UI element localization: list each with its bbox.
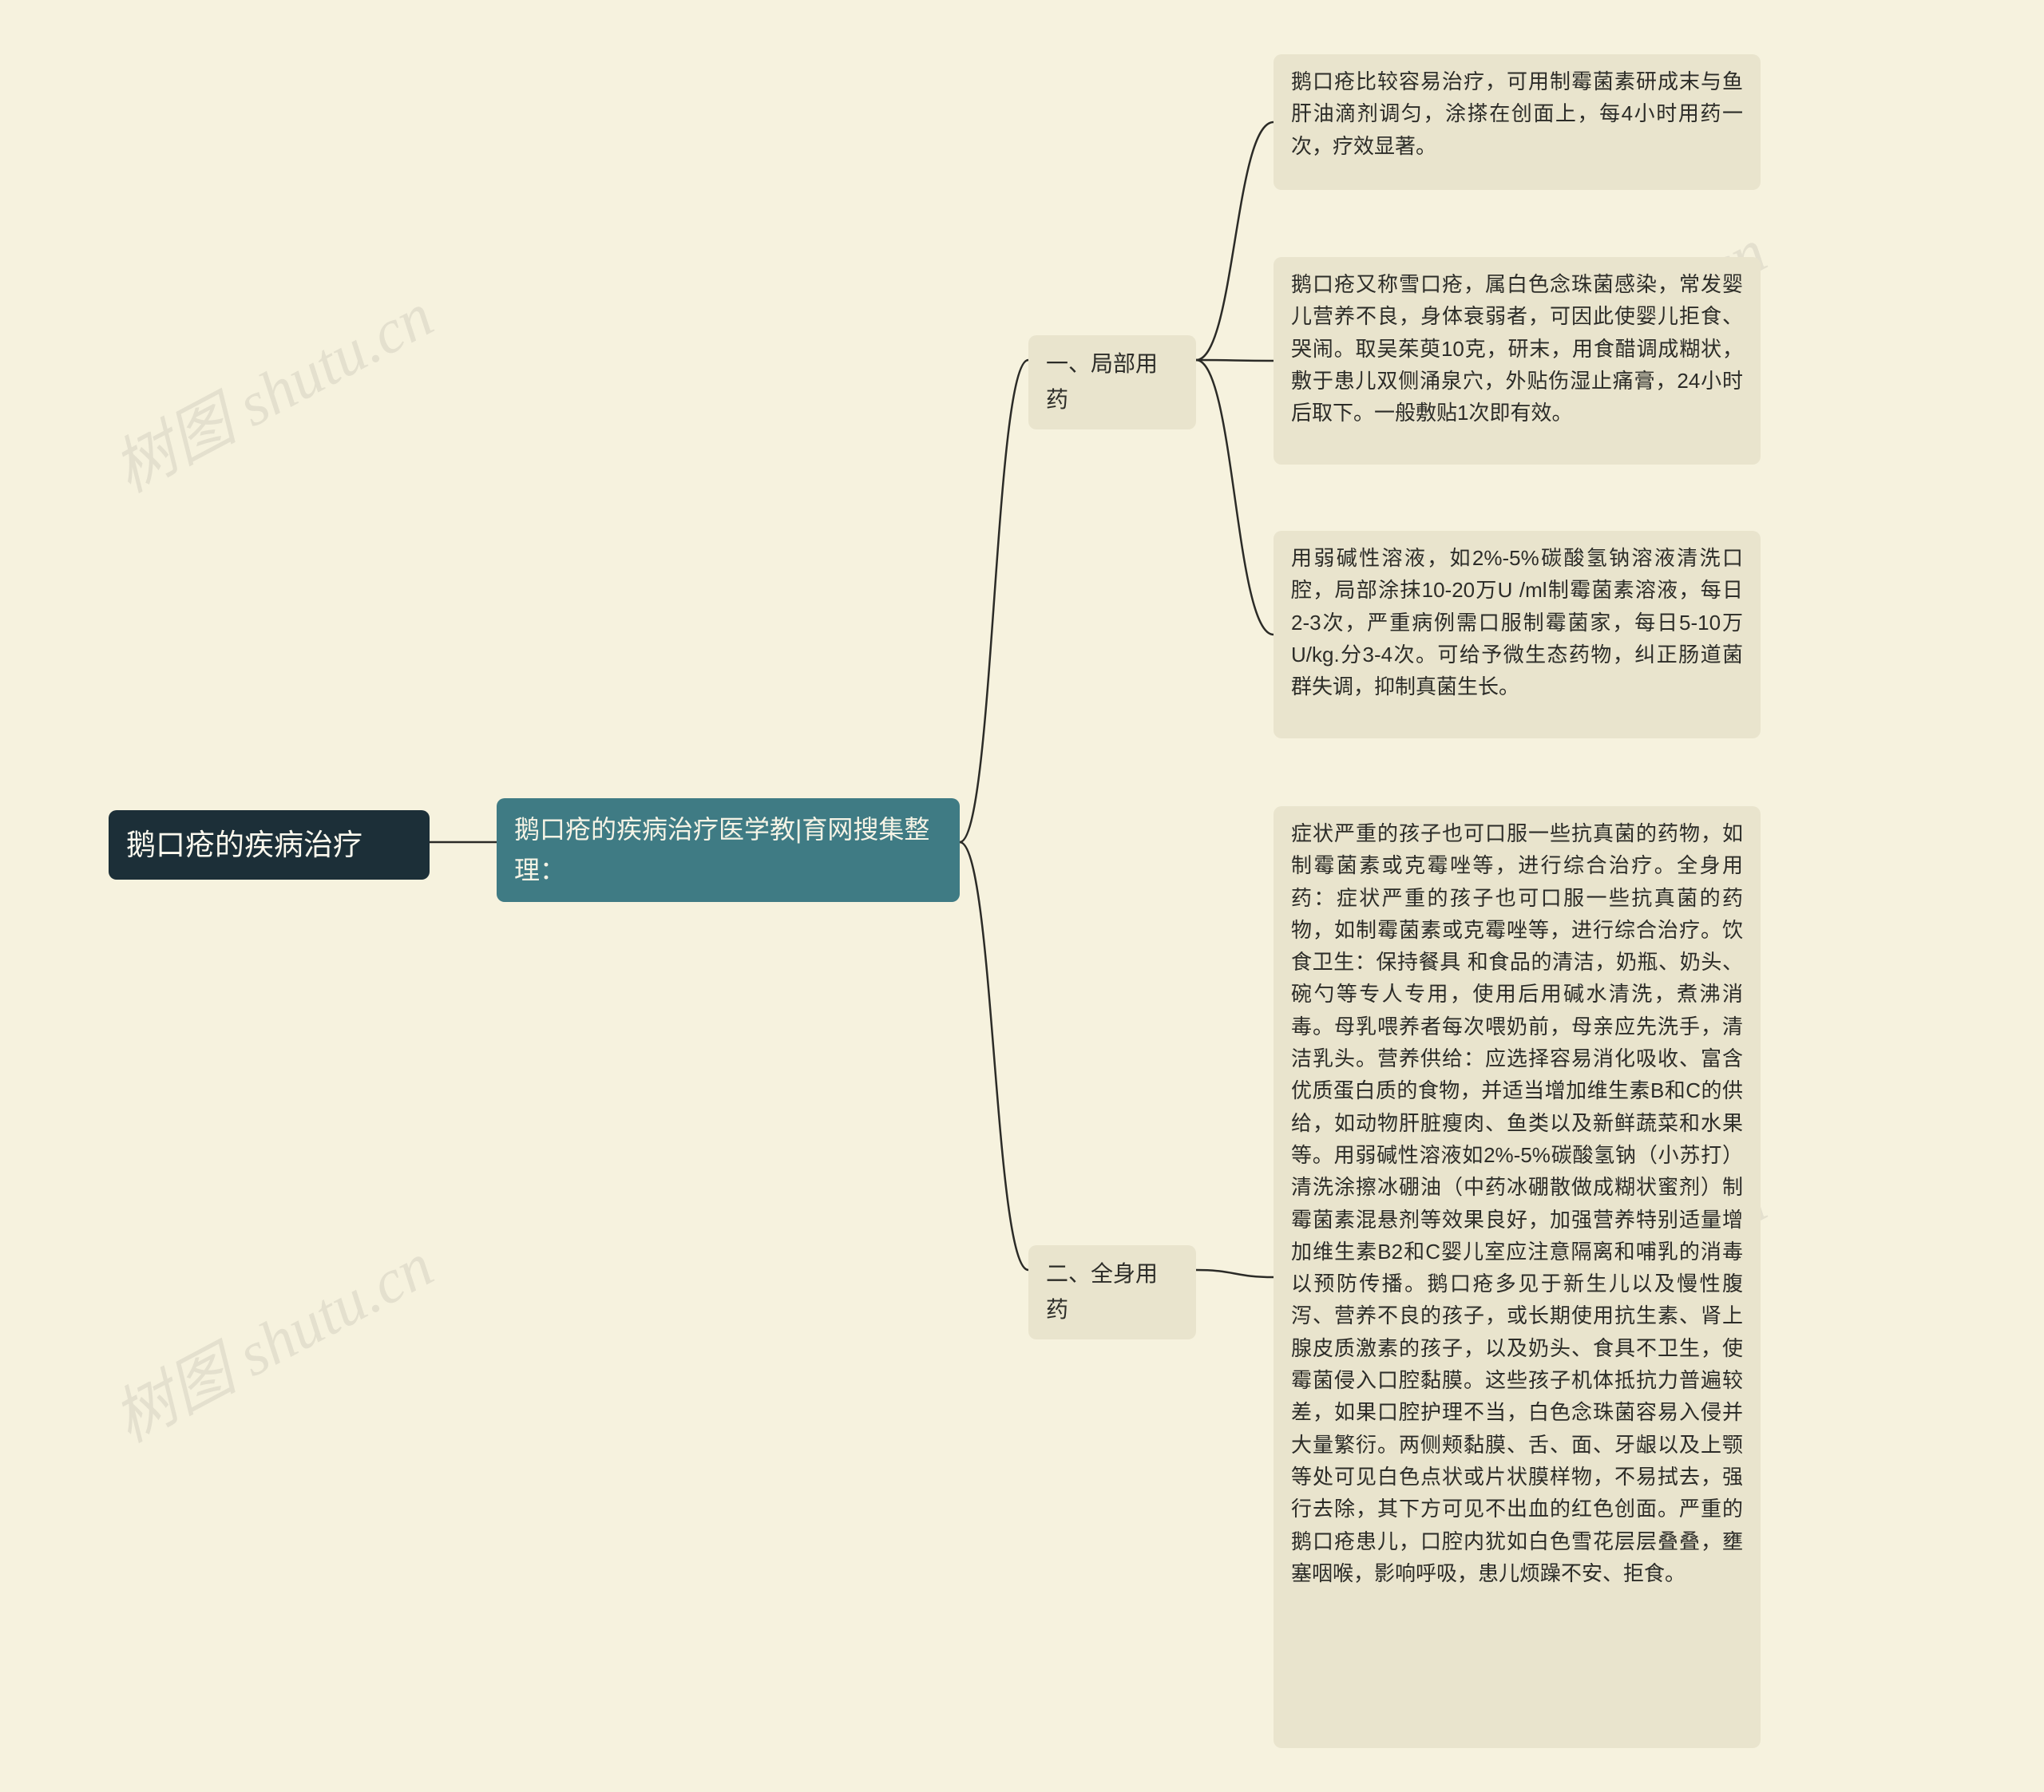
mindmap-leaf-node[interactable]: 用弱碱性溶液，如2%-5%碳酸氢钠溶液清洗口腔，局部涂抹10-20万U /ml制…	[1274, 531, 1761, 738]
mindmap-level1-node[interactable]: 鹅口疮的疾病治疗医学教|育网搜集整理：	[497, 798, 960, 902]
connector-edge	[1196, 360, 1274, 361]
connector-edge	[960, 842, 1028, 1270]
connector-edge	[960, 360, 1028, 842]
mindmap-root-node[interactable]: 鹅口疮的疾病治疗	[109, 810, 430, 880]
mindmap-leaf-node[interactable]: 鹅口疮比较容易治疗，可用制霉菌素研成末与鱼肝油滴剂调匀，涂搽在创面上，每4小时用…	[1274, 54, 1761, 190]
watermark: 树图 shutu.cn	[95, 267, 446, 509]
connector-edge	[1196, 1270, 1274, 1277]
mindmap-node-local-medication[interactable]: 一、局部用药	[1028, 335, 1196, 429]
mindmap-leaf-node[interactable]: 症状严重的孩子也可口服一些抗真菌的药物，如制霉菌素或克霉唑等，进行综合治疗。全身…	[1274, 806, 1761, 1748]
mindmap-leaf-node[interactable]: 鹅口疮又称雪口疮，属白色念珠菌感染，常发婴儿营养不良，身体衰弱者，可因此使婴儿拒…	[1274, 257, 1761, 465]
watermark: 树图 shutu.cn	[95, 1216, 446, 1459]
mindmap-node-systemic-medication[interactable]: 二、全身用药	[1028, 1245, 1196, 1339]
connector-edge	[1196, 360, 1274, 635]
connector-edge	[1196, 122, 1274, 360]
